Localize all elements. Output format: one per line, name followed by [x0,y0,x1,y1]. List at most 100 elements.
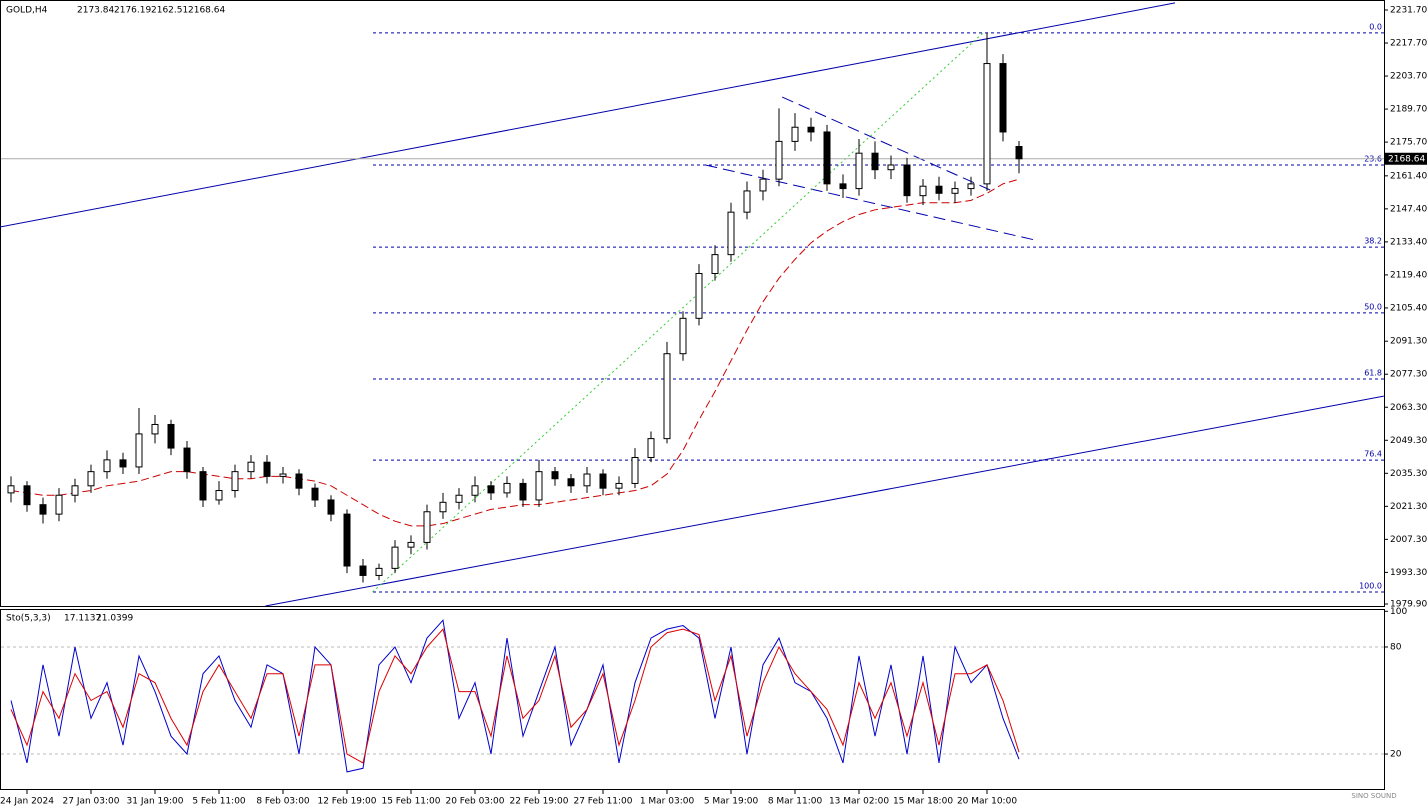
high-value: 2176.19 [114,6,151,16]
candle-body [135,433,143,468]
candle-body [263,461,271,477]
candle-body [455,494,463,503]
symbol-label: GOLD,H4 [6,6,48,16]
current-price-box [1384,152,1427,165]
candle-body [199,471,207,501]
x-tick-label: 5 Feb 11:00 [192,797,246,807]
candle-body [567,478,575,487]
x-tick-label: 1 Mar 03:00 [640,797,695,807]
y-tick-label: 2007.30 [1390,535,1427,545]
candle-body [839,183,847,190]
candle-body [391,546,399,569]
candle-body [167,423,175,449]
main-panel-frame [0,0,1385,607]
candle-body [503,482,511,494]
candle-body [663,353,671,440]
candle-body [71,485,79,496]
y-tick-label: 2175.70 [1390,138,1427,148]
candle-body [487,485,495,494]
y-tick-label: 20 [1390,750,1402,760]
y-tick-label: 2133.40 [1390,237,1427,247]
low-value: 2162.51 [151,6,188,16]
candle-body [519,482,527,501]
moving-average [10,178,1020,527]
candle-body [87,471,95,487]
candle-body [887,164,895,171]
candle-body [151,423,159,435]
y-tick-label: 2077.30 [1390,370,1427,380]
stochastic-signal-value: 21.0399 [96,614,133,624]
fib-label: 50.0 [1364,302,1382,311]
candle-body [599,473,607,489]
x-tick-label: 24 Jan 2024 [0,797,54,807]
candle-body [407,541,415,548]
y-tick-label: 2231.70 [1390,6,1427,16]
candle-body [871,152,879,171]
y-tick-label: 2049.30 [1390,436,1427,446]
x-tick-label: 15 Mar 18:00 [893,797,953,807]
y-tick-label: 2189.70 [1390,105,1427,115]
candle-body [759,178,767,192]
y-tick-label: 2119.40 [1390,270,1427,280]
y-tick-label: 2063.30 [1390,403,1427,413]
watermark: SINO SOUND [1351,792,1396,800]
y-tick-label: 2203.70 [1390,72,1427,82]
x-tick-label: 12 Feb 19:00 [317,797,376,807]
y-tick-label: 2105.40 [1390,303,1427,313]
x-tick-label: 20 Mar 10:00 [957,797,1017,807]
candle-body [967,183,975,190]
stochastic-main-value: 17.1137 [64,614,101,624]
y-tick-label: 2147.40 [1390,204,1427,214]
candle-body [471,485,479,496]
fib-label: 76.4 [1364,450,1382,459]
close-value: 2168.64 [188,6,225,16]
candle-body [423,511,431,543]
candle-body [727,211,735,256]
candle-body [951,188,959,194]
candle-body [679,317,687,355]
candle-body [695,273,703,319]
candle-body [295,473,303,489]
x-tick-label: 20 Feb 03:00 [445,797,504,807]
y-tick-label: 1979.90 [1390,599,1427,609]
candle-body [807,126,815,133]
candle-body [215,490,223,501]
trendline [705,164,1036,241]
trendline [781,96,991,191]
candle-body [999,63,1007,133]
fib-label: 0.0 [1369,22,1382,31]
candle-body [551,471,559,480]
candle-body [631,457,639,484]
candle-body [583,473,591,487]
stochastic-panel-frame [0,609,1385,790]
candle-body [919,185,927,197]
candle-body [55,494,63,515]
candle-body [103,459,111,473]
x-tick-label: 31 Jan 19:00 [127,797,184,807]
candle-body [23,485,31,506]
candle-body [615,482,623,489]
trendline [0,2,1176,228]
candle-body [903,164,911,197]
candle-body [439,501,447,513]
x-tick-label: 8 Feb 03:00 [256,797,310,807]
fib-label: 100.0 [1359,581,1382,590]
candle-body [183,447,191,473]
fib-label: 61.8 [1364,368,1382,377]
x-tick-label: 5 Mar 19:00 [704,797,759,807]
candle-body [535,471,543,501]
candle-body [983,63,991,185]
y-tick-label: 2217.70 [1390,39,1427,49]
candle-body [711,254,719,275]
candle-body [375,567,383,576]
trendline [265,395,1384,607]
y-tick-label: 80 [1390,642,1402,652]
candle-body [791,126,799,142]
candle-body [343,513,351,567]
current-price-label: 2168.64 [1388,154,1425,164]
stochastic-name: Sto(5,3,3) [6,614,51,624]
candle-body [39,504,47,515]
candle-body [231,471,239,492]
